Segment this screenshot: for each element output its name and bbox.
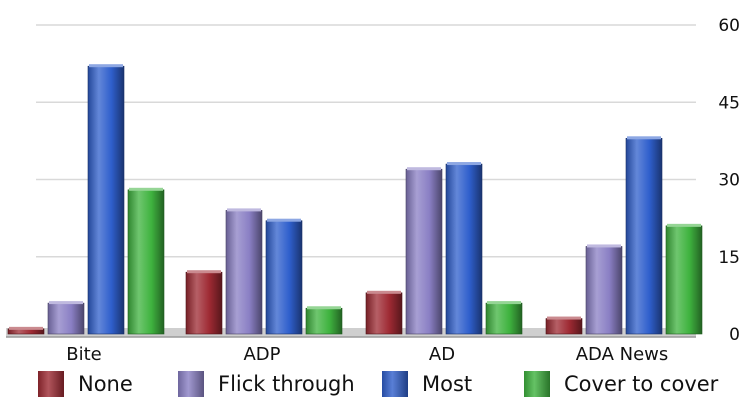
legend-label-none: None: [78, 372, 133, 396]
bar-none-ada-news: [545, 318, 583, 335]
bars: [7, 64, 703, 335]
floor-plate: [6, 328, 696, 337]
bar-cover-to-cover-bite: [127, 189, 165, 335]
legend-swatch-none: [38, 371, 64, 397]
bar-most-ad-top: [447, 162, 481, 166]
y-tick-label: 60: [718, 16, 740, 36]
bar-cover-to-cover-ada-news-top: [667, 223, 701, 227]
chart-floor: [6, 328, 696, 338]
bar-cover-to-cover-ad: [485, 302, 523, 335]
legend-label-most: Most: [422, 372, 473, 396]
legend: None Flick through Most Cover to cover: [0, 366, 746, 401]
legend-label-flick-through: Flick through: [218, 372, 355, 396]
bar-none-ada-news-top: [547, 316, 581, 320]
y-tick-label: 45: [718, 93, 740, 113]
bar-most-bite: [87, 65, 125, 335]
bar-none-bite-top: [9, 326, 43, 330]
y-tick-label: 15: [718, 248, 740, 268]
bar-cover-to-cover-adp-top: [307, 306, 341, 310]
bar-flick-through-ada-news: [585, 246, 623, 335]
legend-item-none: None: [38, 370, 133, 398]
category-label: Bite: [66, 344, 101, 365]
bar-most-bite-top: [89, 64, 123, 68]
bar-flick-through-bite: [47, 302, 85, 335]
bar-flick-through-adp-top: [227, 208, 261, 212]
legend-swatch-flick-through: [178, 371, 204, 397]
bar-most-ada-news: [625, 138, 663, 335]
bar-none-ad: [365, 292, 403, 335]
bar-chart: 0 15 30 45 60 Bite ADP AD ADA News: [6, 16, 740, 365]
legend-swatch-cover-to-cover: [524, 371, 550, 397]
legend-swatch-most: [382, 371, 408, 397]
bar-flick-through-ad-top: [407, 167, 441, 171]
bar-most-adp: [265, 220, 303, 335]
legend-item-most: Most: [382, 370, 472, 398]
bar-none-adp: [185, 271, 223, 335]
legend-item-flick-through: Flick through: [178, 370, 355, 398]
y-axis-ticks: 0 15 30 45 60: [718, 16, 740, 345]
bar-most-adp-top: [267, 218, 301, 222]
bar-cover-to-cover-ada-news: [665, 225, 703, 335]
bar-most-ada-news-top: [627, 136, 661, 140]
y-tick-label: 0: [729, 325, 740, 345]
bar-none-ad-top: [367, 290, 401, 294]
category-label: ADP: [243, 344, 280, 365]
bar-cover-to-cover-ad-top: [487, 301, 521, 305]
bar-flick-through-ad: [405, 168, 443, 335]
legend-item-cover-to-cover: Cover to cover: [524, 370, 718, 398]
category-label: ADA News: [576, 344, 669, 365]
bar-cover-to-cover-bite-top: [129, 187, 163, 191]
bar-flick-through-adp: [225, 210, 263, 335]
bar-cover-to-cover-adp: [305, 307, 343, 335]
bar-none-adp-top: [187, 270, 221, 274]
bar-most-ad: [445, 163, 483, 335]
bar-flick-through-ada-news-top: [587, 244, 621, 248]
legend-label-cover-to-cover: Cover to cover: [564, 372, 719, 396]
category-label: AD: [429, 344, 455, 365]
x-axis-categories: Bite ADP AD ADA News: [66, 344, 668, 365]
y-tick-label: 30: [718, 171, 740, 191]
bar-flick-through-bite-top: [49, 301, 83, 305]
